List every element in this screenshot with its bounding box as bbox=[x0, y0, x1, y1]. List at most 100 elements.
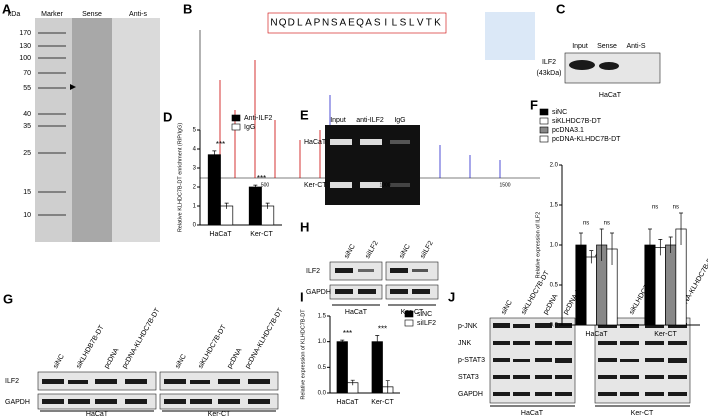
panel-g bbox=[37, 371, 279, 412]
lane-label: IgG bbox=[394, 117, 405, 124]
error-bar bbox=[340, 339, 345, 344]
ladder-label: 70 bbox=[23, 70, 31, 77]
label: HaCaT bbox=[599, 92, 622, 99]
band bbox=[360, 182, 382, 188]
error-bar bbox=[224, 202, 229, 209]
blot bbox=[329, 261, 383, 281]
lane bbox=[112, 18, 160, 242]
row-label: GAPDH bbox=[306, 289, 331, 296]
error-bar bbox=[599, 228, 604, 261]
panel-label: D bbox=[163, 109, 172, 124]
y-tick-label: 1.5 bbox=[550, 203, 559, 209]
bar bbox=[336, 341, 348, 394]
y-tick-label: 1 bbox=[193, 204, 197, 210]
residue: A bbox=[305, 18, 312, 29]
legend-swatch bbox=[539, 108, 549, 116]
panel-label: A bbox=[2, 1, 12, 16]
panel-c bbox=[564, 52, 661, 84]
x-tick-label: HaCaT bbox=[585, 331, 608, 338]
x-tick-label: Ker-CT bbox=[250, 231, 273, 238]
lane-label: pcDNA bbox=[226, 347, 243, 370]
legend-label: IgG bbox=[244, 124, 255, 131]
y-tick-label: 0.0 bbox=[550, 323, 559, 329]
lane-label: siILF2 bbox=[364, 240, 380, 260]
lane-label: Input bbox=[572, 43, 588, 50]
error-bar bbox=[253, 184, 258, 189]
ladder-label: 25 bbox=[23, 150, 31, 157]
error-bar bbox=[589, 250, 594, 264]
y-tick-label: 3 bbox=[193, 166, 197, 172]
band bbox=[569, 60, 595, 70]
residue: A bbox=[339, 18, 346, 29]
residue: V bbox=[417, 18, 424, 29]
lane-label: Sense bbox=[82, 11, 102, 18]
blot bbox=[329, 284, 383, 300]
y-axis-title: Relative KLHDC7B-DT enrichment (RIP/IgG) bbox=[177, 123, 183, 232]
legend-swatch bbox=[539, 126, 549, 134]
ladder-label: 100 bbox=[19, 55, 31, 62]
panel-j bbox=[489, 317, 691, 407]
panel-e bbox=[325, 125, 420, 205]
y-tick-label: 2.0 bbox=[550, 163, 559, 169]
bar bbox=[207, 154, 221, 226]
significance: *** bbox=[257, 174, 266, 183]
lane-label: siNC bbox=[52, 353, 66, 370]
row-label: Ker-CT bbox=[304, 182, 327, 189]
y-tick-label: 2 bbox=[193, 185, 197, 191]
gel bbox=[325, 125, 420, 205]
band bbox=[330, 139, 352, 145]
residue: Q bbox=[356, 18, 364, 29]
residue: L bbox=[297, 18, 303, 29]
residue: D bbox=[288, 18, 295, 29]
row-label: p-STAT3 bbox=[458, 357, 485, 364]
residue: L bbox=[392, 18, 398, 29]
ladder-label: 55 bbox=[23, 85, 31, 92]
lane-label: siNC bbox=[500, 299, 514, 316]
ladder-label: 170 bbox=[19, 30, 31, 37]
bar bbox=[248, 186, 262, 226]
lane-label: anti-ILF2 bbox=[356, 117, 384, 124]
lane-label: siKLHDC7B-DT bbox=[197, 323, 228, 370]
panel-label: F bbox=[530, 97, 538, 112]
error-bar bbox=[668, 236, 673, 253]
bar bbox=[585, 256, 597, 326]
lane-label: pcDNA bbox=[103, 347, 120, 370]
error-bar bbox=[385, 380, 390, 393]
error-bar bbox=[350, 379, 355, 386]
panel-label: G bbox=[3, 291, 13, 306]
error-bar bbox=[578, 232, 583, 257]
panel-a bbox=[35, 18, 160, 242]
residue: E bbox=[348, 18, 355, 29]
error-bar bbox=[647, 228, 652, 261]
row-label: ILF2 bbox=[5, 378, 19, 385]
y-tick-label: 5 bbox=[193, 128, 197, 134]
ladder-label: 40 bbox=[23, 111, 31, 118]
group-label: HaCaT bbox=[86, 411, 109, 416]
group-label: HaCaT bbox=[521, 410, 544, 416]
y-axis-title: Relative expression of ILF2 bbox=[535, 212, 541, 279]
arrow bbox=[70, 84, 76, 90]
row-label: JNK bbox=[458, 340, 472, 347]
ladder-bands bbox=[38, 32, 66, 216]
lane-label: pcDNA-KLHDC7B-DT bbox=[244, 307, 285, 370]
legend-label: siNC bbox=[552, 109, 567, 116]
y-tick-label: 1.0 bbox=[318, 339, 327, 345]
row-label: GAPDH bbox=[458, 391, 483, 398]
residue: S bbox=[374, 18, 381, 29]
significance: ns bbox=[652, 205, 658, 211]
ladder-label: 130 bbox=[19, 43, 31, 50]
panel-b bbox=[199, 12, 540, 179]
lane-label: siNC bbox=[398, 243, 412, 260]
band bbox=[390, 183, 410, 187]
residue: Q bbox=[279, 18, 287, 29]
ladder-label: 10 bbox=[23, 212, 31, 219]
panel-h bbox=[329, 261, 439, 306]
significance: *** bbox=[378, 325, 387, 334]
residue: I bbox=[384, 18, 387, 29]
legend-swatch bbox=[539, 135, 549, 143]
sequence-box bbox=[267, 12, 447, 34]
group-label: Ker-CT bbox=[208, 411, 231, 416]
significance: *** bbox=[343, 329, 352, 338]
residue: N bbox=[322, 18, 329, 29]
residue: N bbox=[270, 18, 277, 29]
